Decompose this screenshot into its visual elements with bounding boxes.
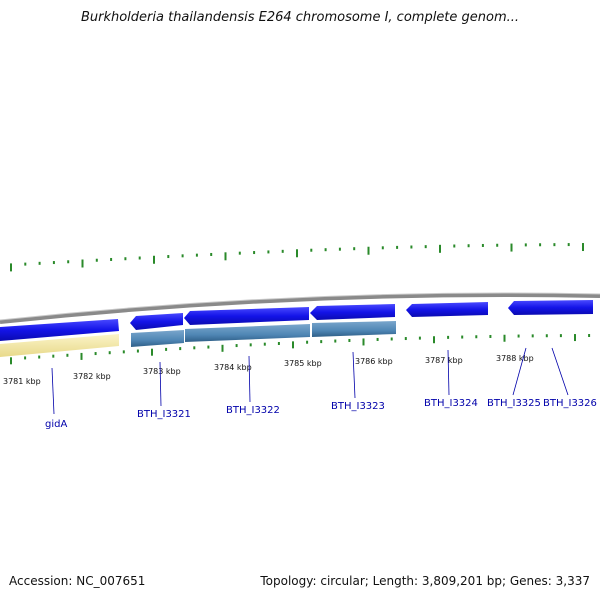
gene-label-gidA[interactable]: gidA	[45, 419, 67, 430]
outer-tick-ring	[10, 243, 584, 272]
cds-track	[0, 321, 396, 357]
scale-label: 3788 kbp	[496, 354, 534, 363]
scale-label: 3782 kbp	[73, 372, 111, 381]
inner-tick-ring	[10, 334, 591, 365]
connector-bth-i3325	[512, 347, 527, 396]
cds-feature-bth-i3323[interactable]	[312, 321, 396, 337]
gene-arrow-bth-i3323[interactable]	[310, 304, 395, 320]
chromosome-backbone	[0, 293, 600, 324]
gene-label-bth-i3326[interactable]: BTH_I3326	[543, 398, 597, 409]
connector-bth-i3321	[159, 361, 162, 407]
gene-label-bth-i3323[interactable]: BTH_I3323	[331, 401, 385, 412]
chromosome-backbone-highlight	[0, 292, 600, 321]
scale-label: 3781 kbp	[3, 377, 41, 386]
connector-bth-i3324	[447, 349, 450, 396]
scale-label: 3784 kbp	[214, 363, 252, 372]
scale-labels: 3781 kbp 3782 kbp 3783 kbp 3784 kbp 3785…	[3, 354, 534, 386]
accession-text: Accession: NC_007651	[9, 574, 146, 588]
connector-bth-i3326	[551, 347, 569, 396]
gene-label-bth-i3322[interactable]: BTH_I3322	[226, 405, 280, 416]
gene-label-bth-i3325[interactable]: BTH_I3325	[487, 398, 541, 409]
map-footer: Accession: NC_007651 Topology: circular;…	[0, 574, 600, 592]
gene-arrow-bth-i3325-3326[interactable]	[508, 300, 593, 315]
cds-feature-bth-i3321[interactable]	[131, 330, 184, 347]
gene-arrow-bth-i3322[interactable]	[184, 307, 309, 325]
gene-label-connectors	[51, 347, 569, 415]
gene-arrow-gidA[interactable]	[0, 319, 119, 341]
rna-feature-gidA[interactable]	[0, 334, 119, 357]
scale-label: 3783 kbp	[143, 367, 181, 376]
connector-bth-i3323	[352, 351, 356, 399]
map-title: Burkholderia thailandensis E264 chromoso…	[80, 10, 520, 25]
gene-arrow-bth-i3324[interactable]	[406, 302, 488, 317]
gene-label-bth-i3321[interactable]: BTH_I3321	[137, 409, 191, 420]
scale-label: 3787 kbp	[425, 356, 463, 365]
connector-gidA	[51, 367, 55, 415]
genome-summary-text: Topology: circular; Length: 3,809,201 bp…	[260, 574, 590, 588]
cds-feature-bth-i3322[interactable]	[185, 324, 310, 342]
gene-labels: gidA BTH_I3321 BTH_I3322 BTH_I3323 BTH_I…	[45, 398, 597, 430]
gene-label-bth-i3324[interactable]: BTH_I3324	[424, 398, 478, 409]
gene-track	[0, 300, 593, 341]
scale-label: 3786 kbp	[355, 357, 393, 366]
connector-bth-i3322	[248, 355, 251, 403]
gene-arrow-bth-i3321[interactable]	[130, 313, 183, 330]
scale-label: 3785 kbp	[284, 359, 322, 368]
